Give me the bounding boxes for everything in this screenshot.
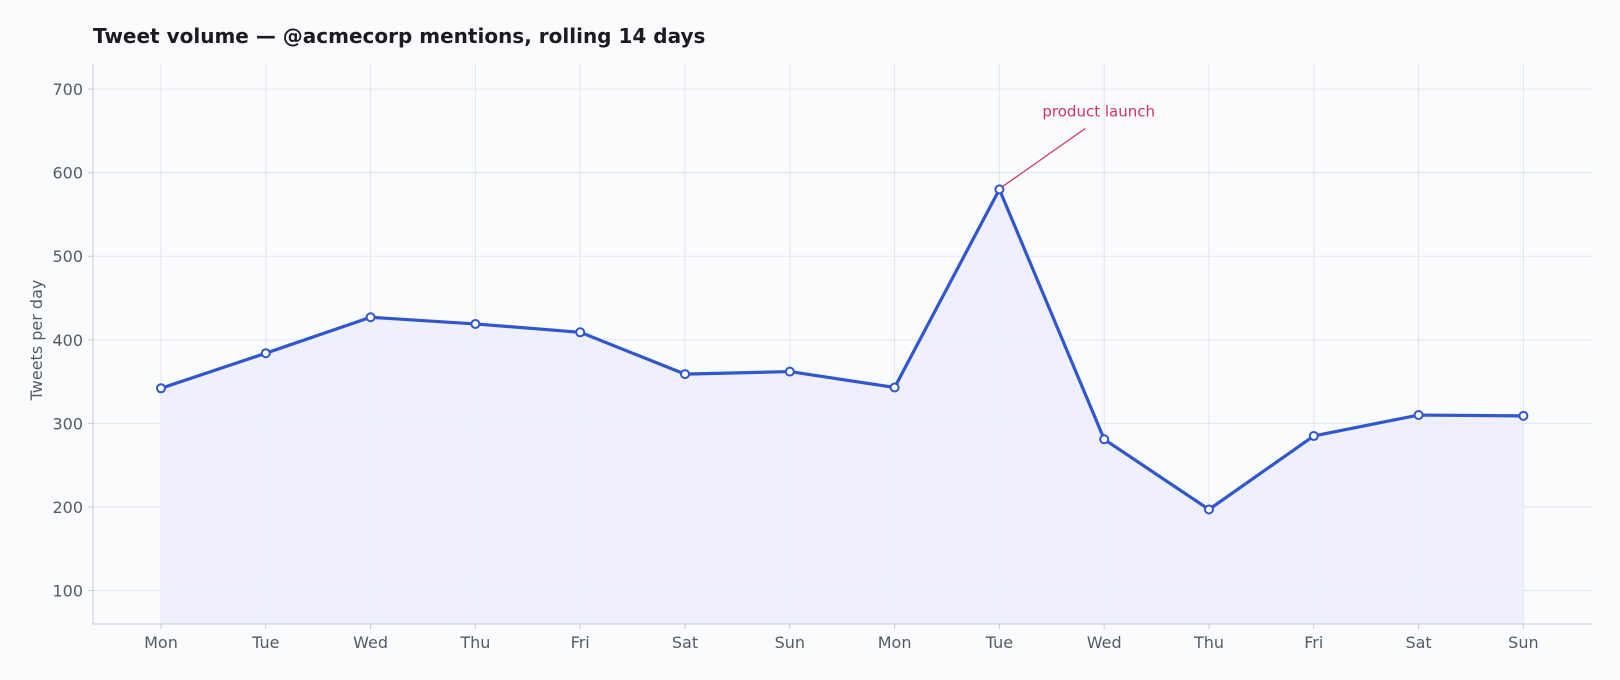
data-point [1518,410,1529,421]
y-tick-label: 100 [52,582,83,601]
x-tick-label: Sat [672,633,698,652]
x-tick-label: Mon [878,633,912,652]
y-tick-label: 600 [52,164,83,183]
annotations: product launch [1001,102,1155,188]
y-tick-label: 200 [52,498,83,517]
x-tick-label: Sat [1405,633,1431,652]
y-tick-label: 700 [52,80,83,99]
series-line-layer [159,187,1526,512]
x-tick-label: Wed [1087,633,1122,652]
x-tick-label: Tue [985,633,1013,652]
chart-title: Tweet volume — @acmecorp mentions, rolli… [93,24,706,48]
y-tick-label: 500 [52,247,83,266]
y-axis-title: Tweets per day [27,280,46,402]
x-tick-label: Sun [1508,633,1538,652]
data-point [260,348,271,359]
data-point [1413,410,1424,421]
x-tick-label: Mon [144,633,178,652]
x-tick-label: Thu [459,633,490,652]
x-tick-label: Wed [353,633,388,652]
x-tick-label: Thu [1193,633,1224,652]
data-point [680,369,690,380]
data-point [470,318,481,329]
x-tick-label: Fri [571,633,590,652]
tick-labels: 100 200 300 400 500 600 700 Mon Tue Wed Thu Fri Sat S… [27,80,1539,652]
area-fill-layer [161,189,1524,624]
axes [88,64,1592,629]
data-point [889,382,900,393]
data-points [156,184,1529,515]
y-tick-label: 300 [52,414,83,433]
data-point [575,327,586,338]
data-point [1308,430,1319,441]
series-line [159,187,1526,512]
x-tick-label: Fri [1304,633,1323,652]
series-area [161,189,1524,624]
annotation-arrow [1001,127,1086,188]
x-tick-label: Sun [775,633,805,652]
x-tick-label: Tue [251,633,279,652]
data-point [156,383,166,394]
data-point [1099,434,1110,445]
annotation-label: product launch [1042,102,1155,120]
data-point [365,312,376,323]
data-point [1204,504,1214,515]
y-tick-label: 400 [52,331,83,350]
data-point [784,366,795,377]
